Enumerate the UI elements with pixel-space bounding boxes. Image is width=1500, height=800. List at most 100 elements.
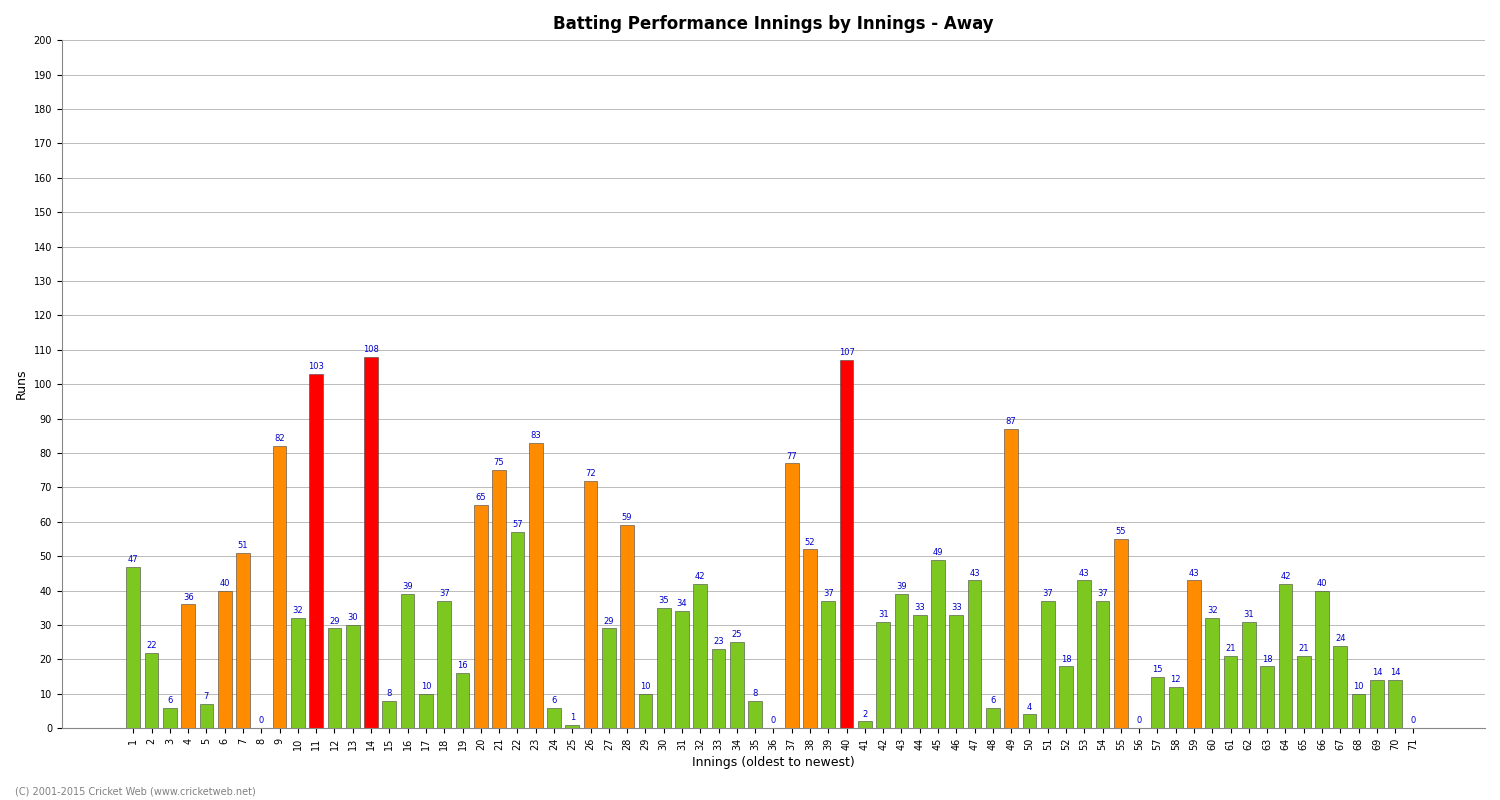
- Bar: [840, 360, 854, 728]
- Text: 39: 39: [896, 582, 906, 591]
- Bar: [584, 481, 597, 728]
- Text: 37: 37: [1096, 589, 1108, 598]
- Bar: [1389, 680, 1402, 728]
- Text: 6: 6: [990, 696, 996, 705]
- Text: 0: 0: [1137, 717, 1142, 726]
- Bar: [146, 653, 159, 728]
- Text: 0: 0: [258, 717, 264, 726]
- Bar: [1260, 666, 1274, 728]
- Text: 10: 10: [640, 682, 651, 691]
- Bar: [291, 618, 304, 728]
- Bar: [566, 725, 579, 728]
- Bar: [675, 611, 688, 728]
- Text: 40: 40: [219, 579, 230, 588]
- Bar: [400, 594, 414, 728]
- Text: 25: 25: [732, 630, 742, 639]
- Bar: [950, 614, 963, 728]
- Bar: [914, 614, 927, 728]
- Text: 0: 0: [1412, 717, 1416, 726]
- Bar: [126, 566, 140, 728]
- Text: 31: 31: [878, 610, 888, 619]
- Text: 37: 37: [824, 589, 834, 598]
- Bar: [1023, 714, 1036, 728]
- Bar: [784, 463, 798, 728]
- Text: 21: 21: [1299, 644, 1310, 654]
- Bar: [858, 722, 871, 728]
- Bar: [1005, 429, 1019, 728]
- Text: 40: 40: [1317, 579, 1328, 588]
- Text: 55: 55: [1116, 527, 1126, 536]
- Text: 52: 52: [804, 538, 814, 546]
- Text: 103: 103: [309, 362, 324, 371]
- Text: 14: 14: [1371, 668, 1382, 678]
- Text: 32: 32: [292, 606, 303, 615]
- Bar: [802, 550, 818, 728]
- Text: 37: 37: [1042, 589, 1053, 598]
- Text: 15: 15: [1152, 665, 1162, 674]
- Bar: [1224, 656, 1238, 728]
- Text: 8: 8: [753, 689, 758, 698]
- Text: 18: 18: [1060, 654, 1071, 663]
- Bar: [968, 580, 981, 728]
- Text: 75: 75: [494, 458, 504, 467]
- Bar: [1059, 666, 1072, 728]
- Bar: [382, 701, 396, 728]
- Text: 57: 57: [512, 520, 522, 530]
- Bar: [876, 622, 890, 728]
- Bar: [693, 584, 706, 728]
- Bar: [748, 701, 762, 728]
- Text: 1: 1: [570, 713, 574, 722]
- Bar: [730, 642, 744, 728]
- Bar: [164, 707, 177, 728]
- Text: 34: 34: [676, 599, 687, 609]
- Text: 4: 4: [1028, 702, 1032, 712]
- Text: 33: 33: [915, 603, 926, 612]
- Bar: [932, 560, 945, 728]
- Text: 21: 21: [1226, 644, 1236, 654]
- Title: Batting Performance Innings by Innings - Away: Batting Performance Innings by Innings -…: [554, 15, 993, 33]
- Bar: [1041, 601, 1054, 728]
- Text: 8: 8: [387, 689, 392, 698]
- Text: 42: 42: [694, 572, 705, 581]
- Bar: [419, 694, 434, 728]
- Text: 107: 107: [839, 348, 855, 358]
- Bar: [1114, 539, 1128, 728]
- Text: 30: 30: [348, 614, 358, 622]
- Bar: [822, 601, 836, 728]
- Bar: [327, 629, 342, 728]
- Text: 82: 82: [274, 434, 285, 443]
- Bar: [1168, 687, 1182, 728]
- Text: 108: 108: [363, 345, 380, 354]
- Bar: [894, 594, 909, 728]
- Text: 42: 42: [1280, 572, 1290, 581]
- Text: 22: 22: [147, 641, 158, 650]
- Bar: [346, 625, 360, 728]
- Bar: [236, 553, 250, 728]
- Bar: [438, 601, 452, 728]
- Text: 23: 23: [712, 638, 724, 646]
- Text: 43: 43: [969, 569, 980, 578]
- Text: 47: 47: [128, 554, 138, 564]
- Bar: [1150, 677, 1164, 728]
- Text: 32: 32: [1208, 606, 1218, 615]
- Bar: [1352, 694, 1365, 728]
- Bar: [1334, 646, 1347, 728]
- Text: 10: 10: [1353, 682, 1364, 691]
- Bar: [986, 707, 999, 728]
- Text: 7: 7: [204, 692, 209, 702]
- Text: 31: 31: [1244, 610, 1254, 619]
- Text: 29: 29: [328, 617, 339, 626]
- Bar: [620, 526, 634, 728]
- Y-axis label: Runs: Runs: [15, 369, 28, 399]
- Text: 77: 77: [786, 451, 796, 461]
- Bar: [456, 673, 470, 728]
- Text: 87: 87: [1007, 417, 1017, 426]
- Bar: [273, 446, 286, 728]
- Bar: [1095, 601, 1110, 728]
- Text: 16: 16: [458, 662, 468, 670]
- Text: 59: 59: [622, 514, 633, 522]
- Bar: [200, 704, 213, 728]
- Bar: [530, 442, 543, 728]
- Bar: [1186, 580, 1202, 728]
- Text: 10: 10: [420, 682, 430, 691]
